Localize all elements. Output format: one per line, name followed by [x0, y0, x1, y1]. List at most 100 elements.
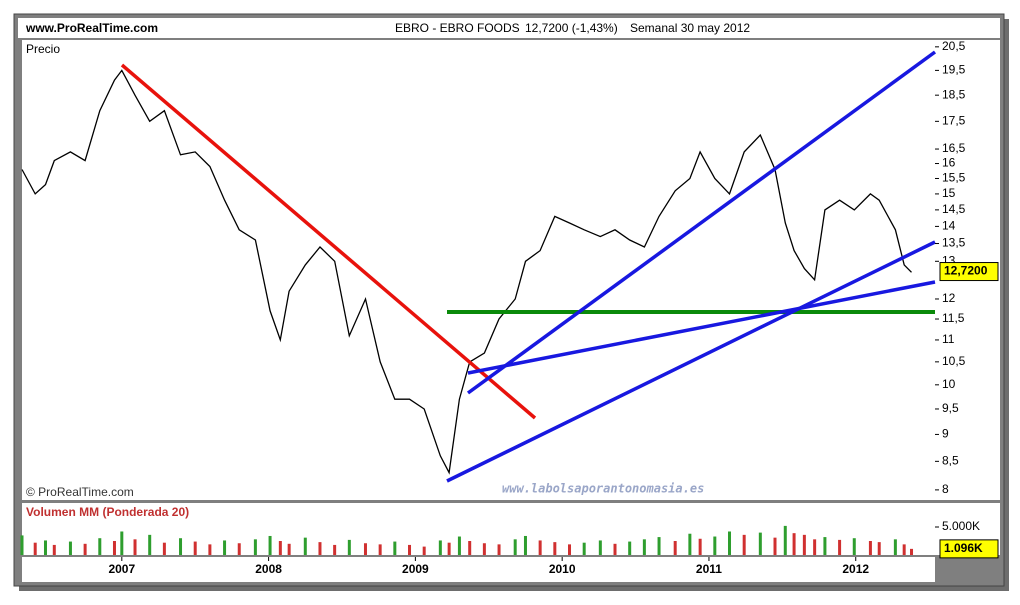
volume-bar	[457, 536, 461, 555]
volume-bar	[162, 542, 166, 555]
y-tick-label: 10	[942, 377, 956, 391]
y-tick-label: 11,5	[942, 311, 965, 325]
volume-bar	[333, 544, 337, 555]
volume-bar	[148, 534, 152, 555]
x-tick-label: 2007	[108, 562, 135, 576]
quote: 12,7200 (-1,43%)	[525, 21, 618, 35]
volume-bar	[813, 539, 817, 555]
volume-bar	[363, 543, 367, 555]
last-value-badge	[939, 539, 999, 559]
y-tick-label: 17,5	[942, 114, 966, 128]
y-tick-label: 13,5	[942, 236, 966, 250]
volume-bar	[447, 542, 451, 555]
volume-bar	[628, 541, 632, 555]
volume-bar	[598, 540, 602, 555]
volume-bar	[657, 537, 661, 555]
last-value-label: 1.096K	[944, 541, 983, 555]
y-tick-label: 12	[942, 291, 956, 305]
y-tick-label: 15	[942, 186, 956, 200]
volume-bar	[902, 544, 906, 555]
volume-bar	[783, 525, 787, 555]
volume-bar	[582, 542, 586, 555]
y-tick-label: 10,5	[942, 354, 966, 368]
last-value-badge	[939, 262, 999, 282]
symbol: EBRO - EBRO FOODS	[395, 21, 520, 35]
panel-title: Precio	[26, 42, 60, 56]
y-tick-label: 15,5	[942, 171, 966, 185]
period: Semanal 30 may 2012	[630, 21, 750, 35]
trend-line	[466, 50, 937, 395]
volume-bar	[278, 541, 282, 555]
volume-bar	[553, 542, 557, 555]
y-tick-label: 9,5	[942, 401, 959, 415]
volume-bar	[408, 544, 412, 555]
volume-bar	[112, 541, 116, 555]
volume-bar	[758, 532, 762, 555]
volume-bar	[838, 539, 842, 555]
volume-bar	[287, 543, 291, 555]
volume-bar	[438, 540, 442, 555]
copyright: © ProRealTime.com	[26, 485, 134, 499]
y-tick-label: 9	[942, 427, 949, 441]
volume-bar	[852, 538, 856, 555]
volume-bar	[193, 541, 197, 555]
panel-title: Volumen MM (Ponderada 20)	[26, 505, 189, 519]
price-panel	[22, 40, 935, 500]
volume-bar	[422, 546, 426, 555]
site: www.ProRealTime.com	[25, 21, 158, 35]
volume-bar	[83, 543, 87, 555]
volume-bar	[43, 540, 47, 555]
volume-bar	[253, 539, 257, 555]
volume-bar	[98, 538, 102, 555]
volume-bar	[802, 534, 806, 555]
volume-bar	[303, 537, 307, 555]
trend-line	[467, 280, 936, 375]
volume-bar	[133, 539, 137, 555]
volume-bar	[792, 533, 796, 555]
trend-line	[120, 63, 537, 420]
volume-bar	[33, 542, 37, 555]
volume-bar	[688, 533, 692, 555]
volume-bar	[642, 539, 646, 555]
volume-bar	[613, 543, 617, 555]
volume-bar	[20, 535, 24, 555]
y-tick-label: 20,5	[942, 39, 966, 53]
date-axis	[22, 557, 935, 582]
volume-bar	[773, 537, 777, 555]
volume-bar	[728, 531, 732, 555]
x-tick-label: 2012	[842, 562, 869, 576]
volume-bar	[347, 539, 351, 555]
header-bar	[18, 18, 1000, 38]
x-tick-label: 2008	[255, 562, 282, 576]
volume-bar	[568, 544, 572, 555]
volume-bar	[68, 541, 72, 555]
volume-bar	[910, 548, 914, 555]
volume-bar	[742, 534, 746, 555]
volume-bar	[208, 544, 212, 555]
x-tick-label: 2009	[402, 562, 429, 576]
y-tick-label: 14,5	[942, 202, 966, 216]
volume-bar	[318, 542, 322, 555]
y-tick-label: 11	[942, 332, 955, 346]
y-tick-label: 14	[942, 219, 956, 233]
volume-bar	[893, 539, 897, 555]
trend-lines	[120, 50, 937, 483]
volume-bar	[393, 541, 397, 555]
volume-bar	[120, 531, 124, 555]
volume-panel	[22, 503, 935, 555]
volume-bar	[868, 541, 872, 555]
volume-bar	[497, 544, 501, 555]
trend-line	[446, 240, 936, 483]
volume-bar	[823, 537, 827, 555]
x-tick-label: 2011	[696, 562, 722, 576]
y-tick-label: 8,5	[942, 454, 959, 468]
volume-bar	[523, 535, 527, 555]
y-tick-label: 19,5	[942, 63, 966, 77]
volume-bar	[468, 541, 472, 555]
volume-bar	[698, 538, 702, 555]
volume-bar	[538, 540, 542, 555]
volume-bar	[179, 538, 183, 555]
volume-bar	[223, 540, 227, 555]
